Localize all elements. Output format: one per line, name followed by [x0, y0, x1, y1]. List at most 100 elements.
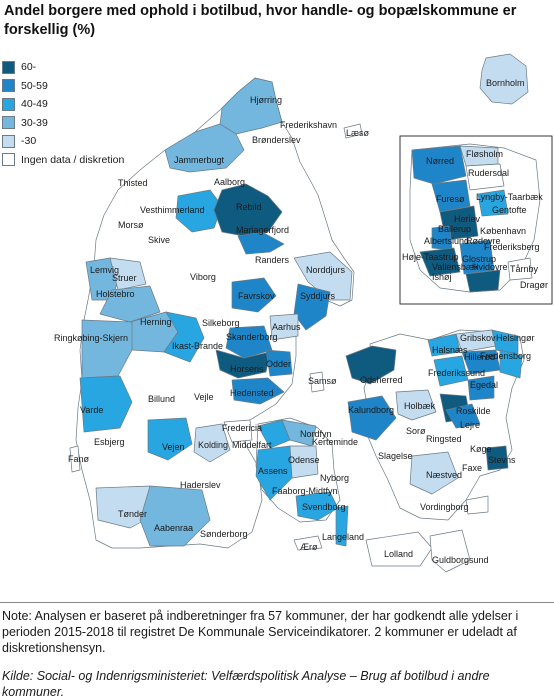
label-toender: Tønder [118, 509, 147, 519]
footer-divider [0, 602, 554, 603]
label-nordfyn: Nordfyn [300, 429, 332, 439]
label-helsingoer: Helsingør [496, 333, 535, 343]
label-aabenraa: Aabenraa [154, 523, 193, 533]
label-aalborg: Aalborg [214, 177, 245, 187]
label-soroe: Sorø [406, 426, 426, 436]
legend-item: 30-39 [2, 114, 124, 133]
label-roedovre: Rødovre [466, 236, 501, 246]
region-fredericia [223, 419, 253, 443]
region-halsnaes [427, 333, 461, 357]
label-randers: Randers [255, 255, 290, 265]
footnote: Note: Analysen er baseret på indberetnin… [2, 609, 519, 655]
label-stevns: Stevns [488, 455, 516, 465]
label-esbjerg: Esbjerg [94, 437, 125, 447]
label-frederikssund: Frederikssund [428, 368, 485, 378]
label-horsens: Horsens [230, 364, 264, 374]
region-lejre [445, 403, 481, 429]
region-syddjurs [293, 283, 331, 331]
legend-label: -30 [21, 135, 37, 148]
region-langeland [335, 505, 349, 547]
label-favrskov: Favrskov [238, 291, 275, 301]
label-gribskov: Gribskov [460, 333, 496, 343]
label-halsnaes: Halsnæs [432, 345, 468, 355]
region-favrskov [231, 277, 277, 313]
label-mariagerfjord: Mariagerfjord [236, 225, 289, 235]
region-holbaek [395, 389, 437, 421]
label-middelfart: Middelfart [232, 440, 272, 450]
label-varde: Varde [80, 405, 103, 415]
label-vejle: Vejle [194, 392, 214, 402]
label-bornholm: Bornholm [486, 78, 525, 88]
region-svendborg [295, 491, 339, 521]
region-guldborgsund [429, 529, 471, 573]
label-hilleroed: Hillerød [464, 352, 495, 362]
label-odense: Odense [288, 455, 320, 465]
region-lolland [365, 531, 433, 567]
inset-hvidovre [465, 269, 501, 293]
region-assens [255, 445, 293, 501]
legend-swatch [2, 116, 15, 130]
label-fredericia: Fredericia [222, 423, 262, 433]
legend-label: Ingen data / diskretion [21, 153, 125, 166]
region-helsingoer [491, 329, 519, 355]
label-dragoer: Dragør [520, 280, 548, 290]
label-ishoej: Ishøj [432, 272, 452, 282]
label-odder: Odder [266, 359, 291, 369]
label-billund: Billund [148, 394, 175, 404]
label-slagelse: Slagelse [378, 451, 413, 461]
label-aarhus: Aarhus [272, 322, 301, 332]
label-broenderslev: Brønderslev [252, 135, 301, 145]
label-hoeje: Høje-Taastrup [402, 252, 459, 262]
label-ringsted: Ringsted [426, 434, 462, 444]
label-holstebro: Holstebro [96, 289, 135, 299]
label-kerteminde: Kerteminde [312, 437, 358, 447]
label-vordingborg: Vordingborg [420, 502, 469, 512]
region-vejen [147, 417, 193, 461]
region-hedensted [231, 377, 285, 405]
region-struer [109, 257, 147, 291]
region-aabenraa [139, 485, 211, 547]
label-fredensborg: Fredensborg [480, 351, 531, 361]
region-kolding [193, 423, 231, 463]
label-ballerup: Ballerup [438, 224, 471, 234]
legend-swatch [2, 79, 15, 93]
label-hjoerring: Hjørring [250, 95, 282, 105]
legend-item: 50-59 [2, 77, 124, 96]
legend: 60- 50-59 40-49 30-39 -30 Ingen data / d… [2, 58, 124, 169]
label-aeroe: Ærø [300, 542, 318, 552]
label-koebenhavn: København [480, 226, 526, 236]
label-ringkobing: Ringkøbing-Skjern [54, 333, 128, 343]
region-odense [289, 445, 319, 479]
label-laesoe: Læsø [346, 128, 370, 138]
label-soenderborg: Sønderborg [200, 529, 248, 539]
legend-swatch [2, 153, 15, 167]
region-bornholm [479, 53, 529, 105]
region-laesoe [343, 123, 363, 139]
legend-item: 60- [2, 58, 124, 77]
region-horsens [215, 349, 271, 379]
label-kolding: Kolding [198, 440, 228, 450]
label-hedensted: Hedensted [230, 388, 274, 398]
region-skanderborg [225, 325, 273, 359]
label-rebild: Rebild [236, 202, 262, 212]
label-albertslund: Albertslund [424, 236, 469, 246]
legend-label: 40-49 [21, 98, 48, 111]
region-jammerbugt [164, 123, 245, 173]
region-egedal [467, 375, 495, 401]
region-kalundborg [347, 395, 397, 441]
label-faxe: Faxe [462, 463, 482, 473]
label-assens: Assens [258, 466, 288, 476]
label-thisted: Thisted [118, 178, 148, 188]
label-silkeborg: Silkeborg [202, 318, 240, 328]
region-holstebro [99, 285, 161, 323]
region-hjoerring [219, 77, 283, 135]
legend-label: 50-59 [21, 79, 48, 92]
label-vallensbaek: Vallensbæk [432, 262, 479, 272]
label-gentofte: Gentofte [492, 205, 527, 215]
region-moen [465, 495, 489, 515]
label-holbaek: Holbæk [404, 401, 436, 411]
label-lolland: Lolland [384, 549, 413, 559]
label-skive: Skive [148, 235, 170, 245]
region-stevns [485, 445, 509, 471]
label-frederiksberg: Frederiksberg [484, 242, 540, 252]
